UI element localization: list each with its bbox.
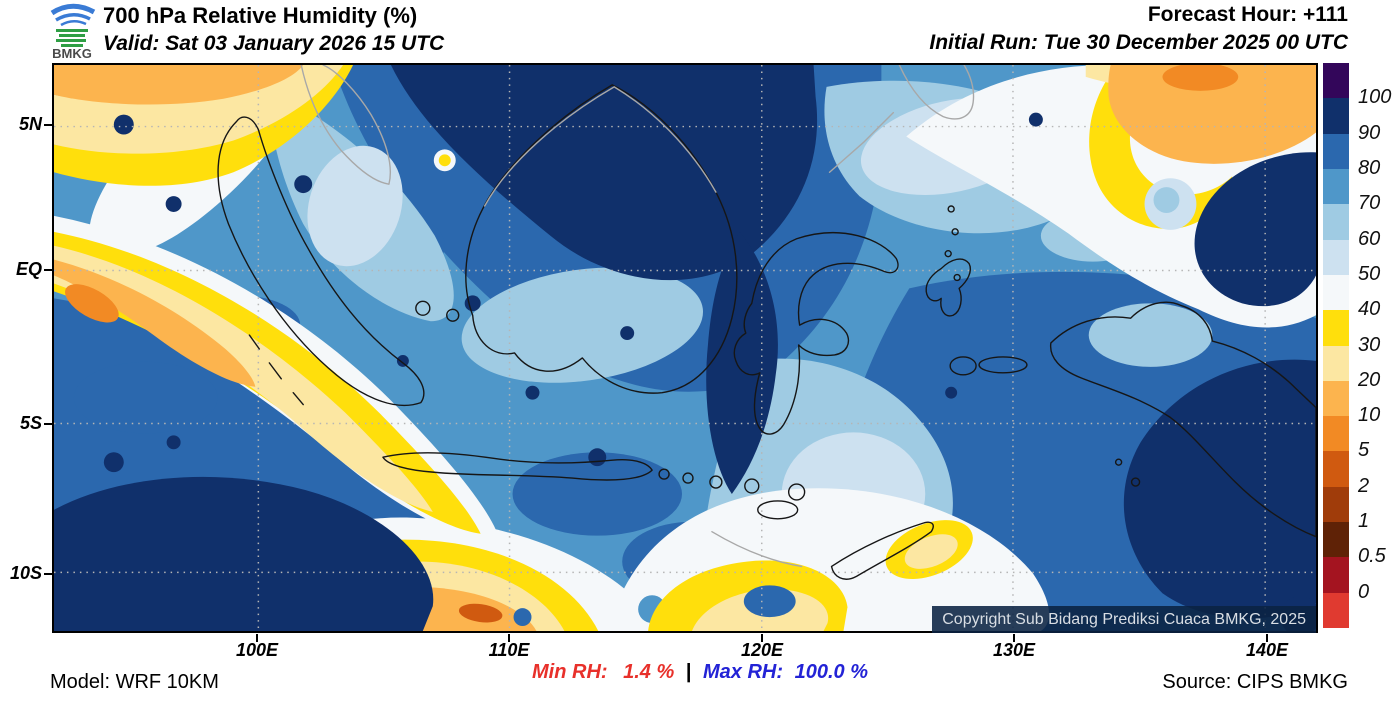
- lon-label-100E: 100E: [235, 640, 279, 660]
- legend-label-70: 70: [1358, 192, 1381, 215]
- page-title: 700 hPa Relative Humidity (%): [103, 3, 418, 28]
- lat-label-5S: 5S: [19, 413, 42, 433]
- foreign-coastlines: [300, 65, 975, 568]
- legend-label-40: 40: [1358, 298, 1381, 321]
- lat-tick-5N: [44, 124, 53, 126]
- bmkg-logo: BMKG: [44, 0, 100, 65]
- legend-label-10: 10: [1358, 404, 1381, 427]
- legend-label-90: 90: [1358, 121, 1381, 144]
- lat-tick-10S: [44, 573, 53, 575]
- valid-time: Valid: Sat 03 January 2026 15 UTC: [103, 32, 445, 55]
- initial-run: Initial Run: Tue 30 December 2025 00 UTC: [929, 31, 1348, 54]
- lon-tick-100E: [256, 634, 258, 642]
- legend-label-60: 60: [1358, 227, 1381, 250]
- legend-segment-14: [1323, 557, 1349, 593]
- lat-tick-5S: [44, 423, 53, 425]
- min-rh-label: Min RH:: [532, 661, 608, 683]
- lon-label-120E: 120E: [740, 640, 784, 660]
- legend-segment-12: [1323, 486, 1349, 523]
- legend-label-0.5: 0.5: [1358, 545, 1386, 568]
- legend-segment-11: [1323, 451, 1349, 487]
- minmax-rh: Min RH: 1.4 % | Max RH: 100.0 %: [0, 661, 1400, 684]
- legend-segment-9: [1323, 380, 1349, 417]
- lat-label-5N: 5N: [18, 114, 42, 134]
- lon-tick-130E: [1013, 634, 1015, 642]
- legend-segment-4: [1323, 204, 1349, 240]
- legend-label-0: 0: [1358, 580, 1370, 603]
- model-label: Model: WRF 10KM: [50, 671, 219, 693]
- legend-segment-0: [1323, 63, 1349, 99]
- legend-colorbar: [1323, 63, 1349, 628]
- legend-segment-5: [1323, 239, 1349, 275]
- legend-segment-2: [1323, 133, 1349, 169]
- lon-tick-120E: [761, 634, 763, 642]
- lon-label-110E: 110E: [488, 640, 530, 660]
- min-rh-value: 1.4 %: [623, 661, 675, 683]
- legend-label-20: 20: [1358, 368, 1381, 391]
- gridlines: [54, 65, 1316, 631]
- forecast-hour: Forecast Hour: +111: [1147, 3, 1348, 26]
- legend-label-5: 5: [1358, 439, 1370, 462]
- source-label: Source: CIPS BMKG: [1162, 671, 1348, 693]
- lat-label-10S: 10S: [9, 563, 42, 583]
- lon-tick-140E: [1266, 634, 1268, 642]
- legend-segment-15: [1323, 592, 1349, 628]
- lon-label-140E: 140E: [1245, 640, 1289, 660]
- lon-tick-110E: [508, 634, 510, 642]
- legend-segment-3: [1323, 168, 1349, 205]
- rh-field: [54, 65, 1316, 631]
- legend-segment-6: [1323, 274, 1349, 311]
- legend-label-50: 50: [1358, 262, 1381, 285]
- map-frame: [52, 63, 1318, 633]
- legend-label-80: 80: [1358, 156, 1381, 179]
- legend-segment-7: [1323, 310, 1349, 346]
- legend-label-2: 2: [1358, 474, 1370, 497]
- minmax-separator: |: [685, 661, 692, 683]
- lon-label-130E: 130E: [992, 640, 1036, 660]
- legend-label-1: 1: [1358, 510, 1370, 533]
- bmkg-logo-icon: BMKG: [50, 3, 96, 61]
- legend-label-100: 100: [1358, 86, 1392, 109]
- legend-segment-1: [1323, 98, 1349, 134]
- legend-label-30: 30: [1358, 333, 1381, 356]
- legend-segment-10: [1323, 416, 1349, 452]
- lat-tick-EQ: [44, 269, 53, 271]
- legend-segment-13: [1323, 522, 1349, 558]
- coastlines: [217, 84, 1316, 580]
- max-rh-value: 100.0 %: [794, 661, 868, 683]
- bmkg-logo-text: BMKG: [52, 46, 92, 60]
- relative-humidity-map: [54, 65, 1316, 631]
- max-rh-label: Max RH:: [703, 661, 784, 683]
- copyright-overlay: Copyright Sub Bidang Prediksi Cuaca BMKG…: [932, 606, 1316, 633]
- legend-segment-8: [1323, 345, 1349, 381]
- lat-label-EQ: EQ: [15, 259, 42, 279]
